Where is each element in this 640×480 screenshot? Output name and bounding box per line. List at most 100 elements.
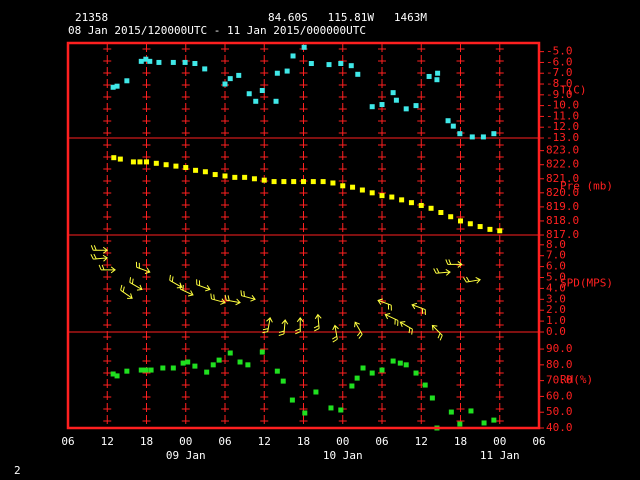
data-point	[124, 78, 130, 84]
data-point	[280, 378, 286, 384]
data-point	[438, 210, 444, 216]
data-point	[216, 357, 222, 363]
y-tick-label: 3.0	[546, 292, 566, 305]
wind-barb	[384, 313, 399, 326]
data-point	[259, 349, 265, 355]
data-point	[117, 156, 123, 162]
data-point	[350, 184, 356, 190]
data-point	[422, 382, 428, 388]
data-point	[193, 167, 199, 173]
wind-barb	[135, 261, 151, 274]
data-point	[170, 365, 176, 371]
wind-barb	[179, 283, 194, 297]
date-label: 10 Jan	[323, 449, 363, 462]
data-point	[330, 180, 336, 186]
axis-label: Pre (mb)	[560, 180, 613, 193]
data-point	[429, 395, 435, 401]
data-point	[369, 190, 375, 196]
data-point	[320, 179, 326, 185]
data-point	[183, 165, 189, 171]
axis-label: T(C)	[560, 84, 587, 97]
data-point	[273, 98, 279, 104]
data-point	[458, 218, 463, 224]
y-tick-label: 821.0	[546, 172, 579, 185]
data-point	[310, 179, 316, 185]
wind-barb	[278, 319, 289, 336]
data-point	[147, 58, 153, 64]
y-tick-label: 819.0	[546, 200, 579, 213]
y-tick-label: -5.0	[546, 45, 573, 58]
wind-barb	[196, 279, 211, 292]
data-point	[379, 102, 385, 108]
station-id: 21358	[75, 11, 108, 24]
y-tick-label: 4.0	[546, 281, 566, 294]
data-point	[144, 159, 149, 165]
data-point	[349, 383, 355, 389]
plot-frame	[66, 41, 541, 430]
station-location: 84.60S 115.81W 1463M	[268, 11, 427, 24]
x-tick-label: 18	[454, 435, 467, 448]
y-tick-label: 6.0	[546, 260, 566, 273]
y-tick-label: 40.0	[546, 421, 573, 434]
wind-barb	[377, 298, 392, 311]
y-tick-label: 822.0	[546, 158, 579, 171]
x-tick-label: 00	[179, 435, 192, 448]
y-tick-label: -10.0	[546, 99, 579, 112]
x-tick-label: 18	[297, 435, 310, 448]
y-tick-label: 817.0	[546, 228, 579, 241]
data-point	[110, 371, 116, 377]
data-point	[253, 98, 259, 104]
x-tick-label: 06	[375, 435, 388, 448]
data-point	[481, 420, 487, 426]
wind-barb	[129, 277, 143, 291]
data-point	[143, 367, 149, 373]
data-point	[390, 358, 396, 364]
y-tick-label: -6.0	[546, 55, 573, 68]
data-point	[289, 397, 295, 403]
data-point	[192, 61, 198, 67]
data-point	[274, 368, 280, 374]
x-tick-label: 18	[140, 435, 153, 448]
data-point	[457, 131, 463, 137]
wind-barb	[262, 317, 273, 334]
wind-barb	[240, 290, 256, 302]
data-point	[160, 365, 166, 371]
data-point	[124, 368, 130, 374]
data-point	[237, 359, 243, 365]
data-point	[360, 365, 366, 371]
wind-barb	[224, 294, 241, 306]
data-point	[497, 228, 503, 234]
data-point	[111, 155, 117, 161]
data-point	[491, 417, 497, 423]
data-point	[130, 159, 136, 165]
data-point	[379, 193, 385, 199]
data-point	[338, 407, 344, 413]
data-point	[491, 131, 497, 137]
x-tick-label: 06	[218, 435, 231, 448]
y-tick-label: 90.0	[546, 342, 573, 355]
data-point	[173, 163, 179, 169]
data-point	[281, 179, 287, 185]
data-point	[393, 97, 399, 103]
y-tick-label: 2.0	[546, 303, 566, 316]
data-point	[236, 72, 242, 78]
data-point	[413, 370, 419, 376]
data-point	[192, 363, 198, 369]
wind-barb	[331, 324, 339, 343]
x-tick-label: 06	[532, 435, 545, 448]
y-tick-label: 80.0	[546, 358, 573, 371]
page-number: 2	[14, 464, 21, 477]
y-tick-label: 820.0	[546, 186, 579, 199]
y-tick-label: 818.0	[546, 214, 579, 227]
data-point	[390, 90, 396, 96]
wind-barb	[431, 324, 443, 341]
data-point	[428, 205, 434, 211]
date-label: 11 Jan	[480, 449, 520, 462]
time-period: 08 Jan 2015/120000UTC - 11 Jan 2015/0000…	[68, 24, 366, 37]
data-point	[369, 104, 375, 110]
wind-barb	[411, 302, 426, 315]
data-point	[308, 61, 314, 67]
date-label: 09 Jan	[166, 449, 206, 462]
data-point	[426, 73, 432, 79]
